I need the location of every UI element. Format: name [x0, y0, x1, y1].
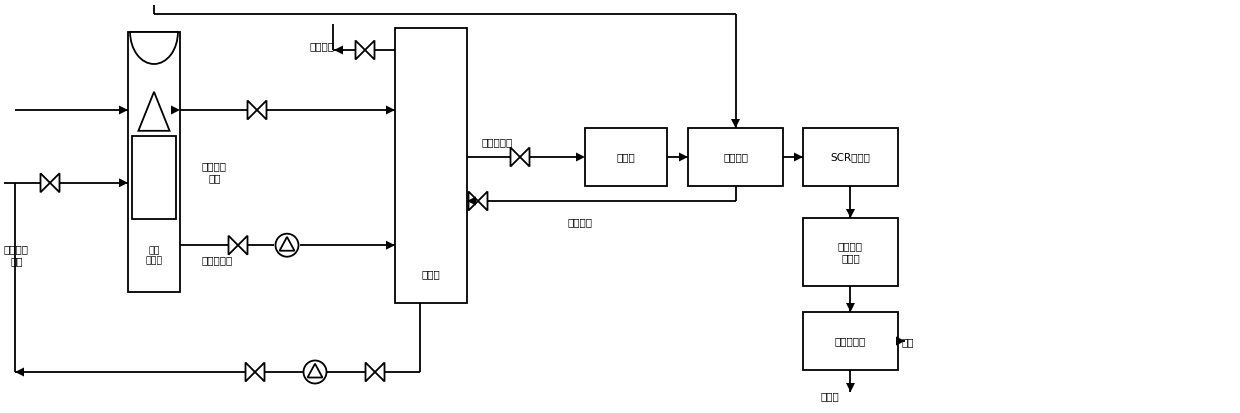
Bar: [804, 312, 898, 370]
Polygon shape: [171, 105, 180, 114]
Text: 第二吸收液: 第二吸收液: [202, 255, 233, 265]
Text: 解析塔: 解析塔: [422, 269, 440, 279]
Text: 蒸汽出口: 蒸汽出口: [310, 41, 335, 51]
Text: 脱硫
吸收塔: 脱硫 吸收塔: [145, 246, 162, 265]
Circle shape: [304, 361, 326, 384]
Polygon shape: [511, 147, 520, 166]
Bar: [585, 128, 667, 186]
Polygon shape: [15, 368, 24, 377]
Bar: [131, 136, 176, 219]
Polygon shape: [119, 178, 128, 188]
Polygon shape: [50, 173, 60, 192]
Polygon shape: [386, 105, 396, 114]
Text: 中压蒸汽: 中压蒸汽: [568, 217, 593, 227]
Text: 余热锅炉: 余热锅炉: [723, 152, 748, 162]
Text: 二氧化硫
转化器: 二氧化硫 转化器: [838, 241, 863, 263]
Polygon shape: [794, 152, 804, 161]
Polygon shape: [467, 197, 476, 206]
Polygon shape: [334, 45, 343, 55]
Polygon shape: [366, 363, 374, 382]
Bar: [128, 32, 180, 292]
Polygon shape: [41, 173, 50, 192]
Polygon shape: [248, 100, 257, 119]
Polygon shape: [374, 363, 384, 382]
Polygon shape: [577, 152, 585, 161]
Text: SCR转化器: SCR转化器: [831, 152, 870, 162]
Bar: [804, 128, 898, 186]
Text: 硫化氢气体: 硫化氢气体: [482, 137, 513, 147]
Polygon shape: [846, 209, 856, 218]
Text: 焦炉煤气
管道: 焦炉煤气 管道: [202, 161, 227, 183]
Polygon shape: [308, 364, 322, 377]
Polygon shape: [846, 303, 856, 312]
Polygon shape: [846, 383, 856, 392]
Polygon shape: [279, 237, 294, 251]
Bar: [804, 218, 898, 286]
Text: 浓硫酸: 浓硫酸: [821, 391, 839, 401]
Bar: [396, 28, 467, 303]
Polygon shape: [238, 236, 248, 255]
Polygon shape: [255, 363, 264, 382]
Polygon shape: [897, 337, 905, 346]
Text: 焚烧炉: 焚烧炉: [616, 152, 635, 162]
Bar: [688, 128, 782, 186]
Polygon shape: [356, 40, 365, 59]
Polygon shape: [139, 92, 170, 131]
Text: 废气: 废气: [901, 337, 915, 347]
Polygon shape: [246, 363, 255, 382]
Polygon shape: [477, 192, 487, 211]
Polygon shape: [257, 100, 267, 119]
Text: 焦炉煤气
管道: 焦炉煤气 管道: [4, 244, 29, 266]
Polygon shape: [365, 40, 374, 59]
Text: 冷凝冷却器: 冷凝冷却器: [835, 336, 866, 346]
Polygon shape: [520, 147, 529, 166]
Polygon shape: [386, 241, 396, 250]
Polygon shape: [228, 236, 238, 255]
Polygon shape: [732, 119, 740, 128]
Polygon shape: [469, 192, 477, 211]
Polygon shape: [119, 105, 128, 114]
Polygon shape: [680, 152, 688, 161]
Circle shape: [275, 234, 299, 257]
